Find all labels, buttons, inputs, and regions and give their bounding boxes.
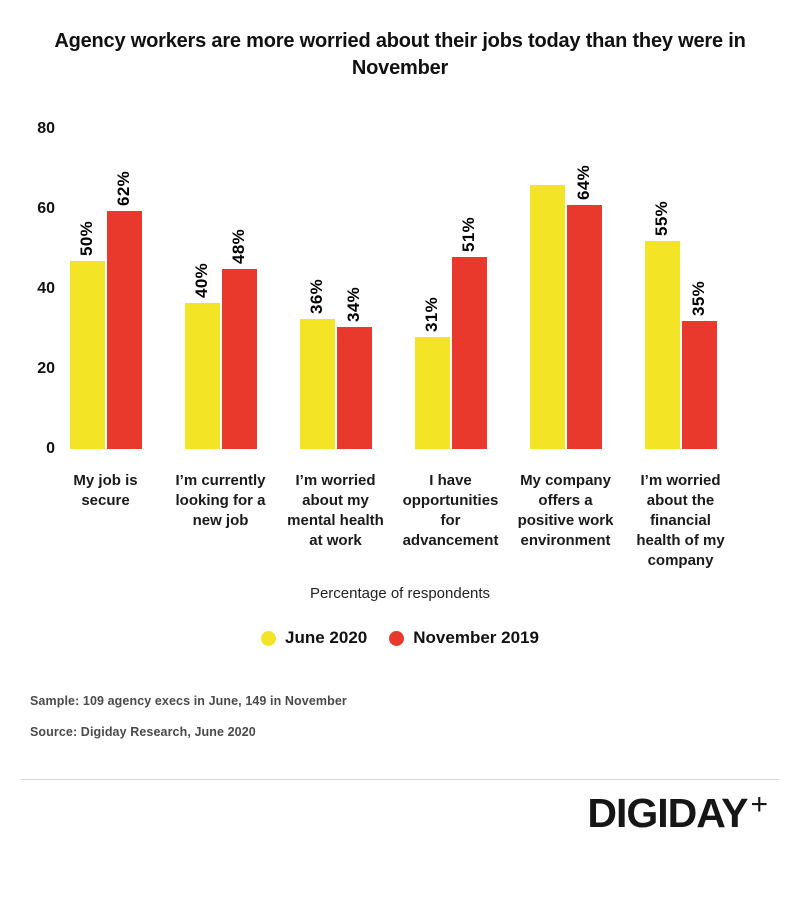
legend-swatch-icon [261,630,277,646]
bar-column-0: 50% 62% [48,129,163,449]
bar-value-label: 48% [229,229,248,264]
bar [566,205,602,449]
bar [336,327,372,449]
bar [644,241,680,449]
bar-value-label: 64% [574,165,593,200]
bar-value-label: 51% [459,217,478,252]
bar-value-label: 36% [307,279,326,314]
bar-chart: 0 20 40 60 80 50% 62% 40% 48% 36% 34% 31% 51% 64% 55%… [0,120,800,457]
legend-item: June 2020 [261,628,367,648]
bar-group: 62% [106,171,142,449]
y-tick-0: 0 [46,440,55,457]
y-tick-60: 60 [37,200,55,217]
bar-value-label: 31% [422,297,441,332]
bar-value-label: 55% [652,201,671,236]
y-axis: 0 20 40 60 80 [0,120,55,457]
bar [184,303,220,449]
bar-value-label: 34% [344,287,363,322]
legend-label: June 2020 [285,628,368,647]
source-note: Source: Digiday Research, June 2020 [30,725,256,739]
legend-swatch-icon [389,630,405,646]
bar-group: 48% [221,229,257,449]
bar-column-2: 36% 34% [278,129,393,449]
bar [221,269,257,449]
bar [681,321,717,449]
category-label-0: My job is secure [73,472,138,509]
legend-item: November 2019 [389,628,539,648]
sample-note: Sample: 109 agency execs in June, 149 in… [30,694,347,708]
bar [529,185,565,449]
category-label-1: I’m currently looking for a new job [175,472,266,529]
bar [451,257,487,449]
footnotes: Sample: 109 agency execs in June, 149 in… [30,694,800,739]
plus-icon: + [750,788,768,821]
legend: June 2020 November 2019 [0,628,800,648]
x-axis-title: Percentage of respondents [309,585,491,602]
bar-group: 64% [566,165,602,449]
bar-group: 40% [184,263,220,449]
bar-group: 55% [644,201,680,449]
digiday-logo: DIGIDAY [587,790,748,836]
bar [69,261,105,449]
bar-group: 31% [414,297,450,449]
bar [414,337,450,449]
bar-column-1: 40% 48% [163,129,278,449]
bar-column-3: 31% 51% [393,129,508,449]
bar-column-5: 55% 35% [623,129,738,449]
bar-column-4: 64% [508,129,623,449]
divider [21,779,779,780]
bar-value-label: 50% [77,221,96,256]
legend-label: November 2019 [413,628,539,647]
bar-group: 50% [69,221,105,449]
category-label-4: My company offers a positive work enviro… [517,472,614,549]
y-tick-40: 40 [37,280,55,297]
y-tick-20: 20 [37,360,55,377]
bar-value-label: 35% [689,281,708,316]
category-label-3: I have opportunities for advancement [402,472,499,549]
bar [299,319,335,449]
bar-group [529,185,565,449]
x-axis-category-labels: My job is secure I’m currently looking fo… [48,471,800,571]
bar-value-label: 40% [192,263,211,298]
bar [106,211,142,449]
bar-group: 36% [299,279,335,449]
bar-group: 34% [336,287,372,449]
y-tick-80: 80 [37,120,55,137]
bar-value-label: 62% [114,171,133,206]
footer-logo: DIGIDAY + [0,788,800,837]
plot-area: 50% 62% 40% 48% 36% 34% 31% 51% 64% 55% 35% [48,129,738,449]
bar-group: 51% [451,217,487,449]
category-label-5: I’m worried about the financial health o… [636,472,725,569]
bar-group: 35% [681,281,717,449]
category-label-2: I’m worried about my mental health at wo… [287,472,384,549]
chart-title: Agency workers are more worried about th… [54,30,746,79]
